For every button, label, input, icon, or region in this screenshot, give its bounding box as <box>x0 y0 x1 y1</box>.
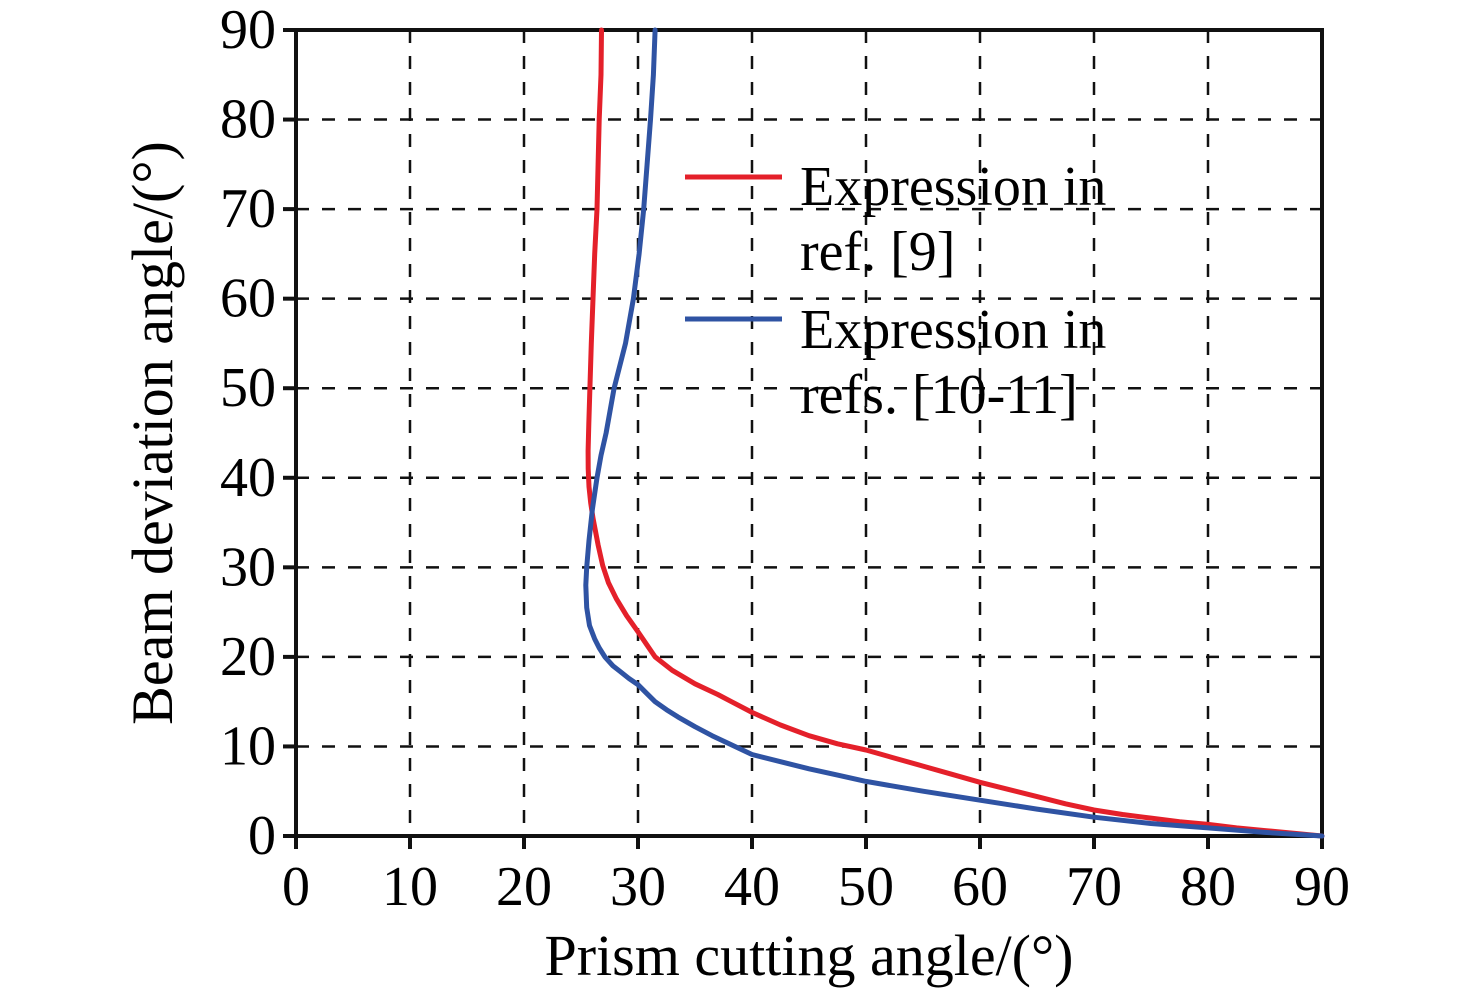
x-tick-label-80: 80 <box>1180 856 1236 918</box>
legend-label-blue-line2: refs. [10-11] <box>800 364 1078 426</box>
axis-ticks <box>283 28 1324 849</box>
plot-area <box>296 30 1322 836</box>
gridlines <box>296 30 1322 836</box>
curve-ref9-red <box>585 27 1325 839</box>
legend-label-red-line1: Expression in <box>800 156 1106 218</box>
x-tick-label-30: 30 <box>610 856 666 918</box>
x-tick-label-0: 0 <box>282 856 310 918</box>
x-tick-label-70: 70 <box>1066 856 1122 918</box>
x-tick-label-20: 20 <box>496 856 552 918</box>
y-tick-label-20: 20 <box>220 626 276 688</box>
x-tick-label-40: 40 <box>724 856 780 918</box>
x-tick-label-10: 10 <box>382 856 438 918</box>
legend-label-red-line2: ref. [9] <box>800 221 955 283</box>
y-tick-label-40: 40 <box>220 447 276 509</box>
x-tick-labels: 0 10 20 30 40 50 60 70 80 90 <box>282 856 1350 918</box>
y-tick-label-30: 30 <box>220 536 276 598</box>
legend-label-blue-line1: Expression in <box>800 299 1106 361</box>
y-tick-label-0: 0 <box>248 805 276 867</box>
legend: Expression in ref. [9] Expression in ref… <box>685 156 1106 426</box>
x-tick-label-90: 90 <box>1294 856 1350 918</box>
y-tick-label-60: 60 <box>220 268 276 330</box>
curve-refs10-11-blue <box>583 27 1325 839</box>
y-tick-label-80: 80 <box>220 89 276 151</box>
plot-border <box>294 28 1324 838</box>
x-tick-label-60: 60 <box>952 856 1008 918</box>
y-tick-labels: 0 10 20 30 40 50 60 70 80 90 <box>220 0 276 867</box>
y-tick-label-50: 50 <box>220 357 276 419</box>
data-curves <box>583 27 1325 839</box>
y-axis-title: Beam deviation angle/(°) <box>120 141 185 725</box>
x-tick-label-50: 50 <box>838 856 894 918</box>
y-tick-label-90: 90 <box>220 0 276 61</box>
y-tick-label-70: 70 <box>220 178 276 240</box>
x-axis-title: Prism cutting angle/(°) <box>545 923 1074 988</box>
y-tick-label-10: 10 <box>220 715 276 777</box>
